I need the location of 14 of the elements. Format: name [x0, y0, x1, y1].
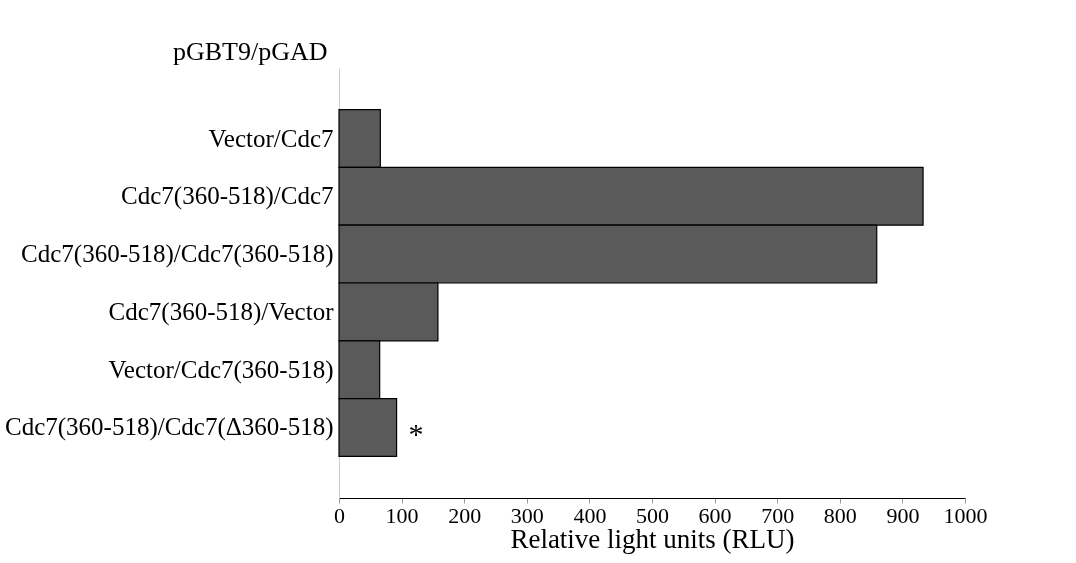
x-tick-label: 1000 — [943, 502, 988, 528]
x-tick-label: 800 — [823, 502, 857, 528]
x-tick-label: 200 — [448, 502, 482, 528]
annotation: * — [408, 417, 424, 451]
y-tick-label: Vector/Cdc7(360-518) — [108, 355, 334, 384]
x-tick-label: 100 — [385, 502, 419, 528]
y-tick-label: Cdc7(360-518)/Cdc7 — [121, 182, 334, 211]
x-tick-label: 0 — [334, 502, 345, 528]
y-tick-label: Vector/Cdc7 — [208, 124, 334, 152]
y-tick-label: Cdc7(360-518)/Cdc7(Δ360-518) — [4, 413, 334, 442]
y-axis-title: pGBT9/pGAD — [172, 36, 328, 66]
x-tick-label: 900 — [886, 502, 920, 528]
y-tick-label: Cdc7(360-518)/Vector — [108, 297, 335, 326]
y-tick-label: Cdc7(360-518)/Cdc7(360-518) — [21, 240, 334, 269]
